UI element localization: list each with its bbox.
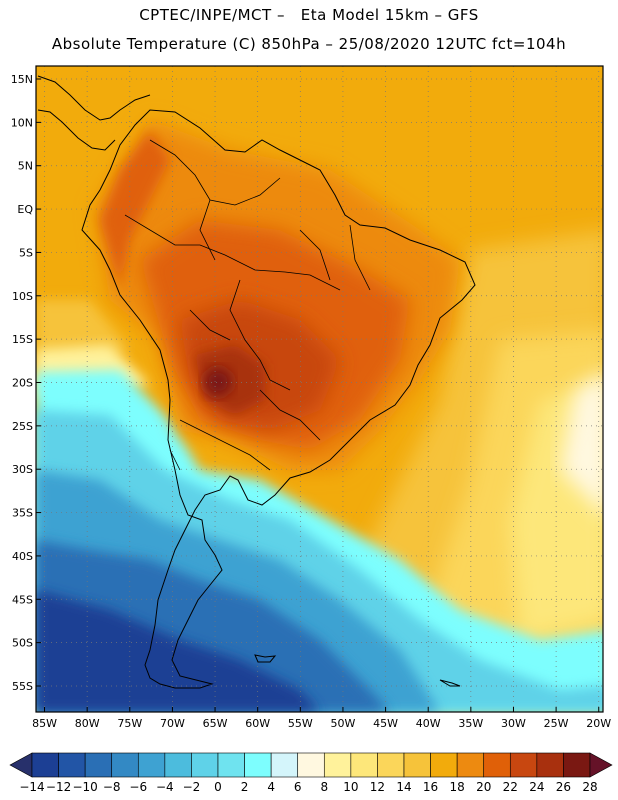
colorbar-label: 28: [582, 780, 597, 794]
lon-label: 75W: [117, 717, 142, 730]
lat-label: 45S: [12, 593, 33, 606]
colorbar-label: 20: [476, 780, 491, 794]
colorbar-swatch: [297, 752, 325, 778]
colorbar-label: 18: [450, 780, 465, 794]
colorbar-swatch: [164, 752, 192, 778]
colorbar-label: 12: [370, 780, 385, 794]
field-band-andes-22c: [100, 130, 170, 290]
colorbar-swatch: [323, 752, 352, 778]
colorbar-swatch: [58, 752, 86, 778]
south-america-coastline: [81, 109, 476, 689]
colorbar-label: 4: [267, 780, 275, 794]
lat-label: 30S: [12, 463, 33, 476]
colorbar-label: −2: [183, 780, 201, 794]
falkland-islands: [254, 654, 277, 663]
lat-label: 35S: [12, 507, 33, 520]
lon-label: 60W: [245, 717, 270, 730]
colorbar-arrow-high: [589, 752, 613, 778]
colorbar-swatch: [31, 752, 59, 778]
colorbar-arrow-low: [9, 752, 33, 778]
lon-label: 85W: [32, 717, 57, 730]
lat-label: 15N: [11, 73, 33, 86]
colorbar-swatch: [270, 752, 299, 778]
lat-label: 20S: [12, 376, 33, 389]
lon-label: 40W: [416, 717, 441, 730]
colorbar-label: −4: [156, 780, 174, 794]
lon-label: 45W: [373, 717, 398, 730]
colorbar-swatch: [244, 752, 272, 778]
lon-label: 65W: [203, 717, 228, 730]
colorbar-label: 22: [503, 780, 518, 794]
lat-label: EQ: [17, 203, 33, 216]
colorbar-label: 0: [214, 780, 222, 794]
central-america-coastline: [37, 75, 151, 151]
longitude-axis: 85W 80W 75W 70W 65W 60W 55W 50W 45W 40W 35W 30W 25W 2…: [32, 707, 611, 730]
lat-label: 55S: [12, 680, 33, 693]
colorbar-label: −6: [129, 780, 147, 794]
field-band-28c: [204, 368, 232, 396]
field-band-8c: [560, 374, 603, 513]
country-borders: [124, 139, 371, 471]
colorbar-swatch: [350, 752, 378, 778]
lat-label: 5N: [18, 160, 33, 173]
colorbar-label: 2: [241, 780, 249, 794]
colorbar-label: 26: [556, 780, 571, 794]
colorbar-label: 8: [320, 780, 328, 794]
colorbar-swatch: [111, 752, 139, 778]
colorbar-label: −8: [103, 780, 121, 794]
lon-label: 50W: [331, 717, 356, 730]
lon-label: 35W: [458, 717, 483, 730]
colorbar-swatch: [84, 752, 113, 778]
colorbar-label: −14: [19, 780, 44, 794]
latitude-axis: 15N 10N 5N EQ 5S 10S 15S 20S 25S 30S 35S 40S 45S 50S 5…: [11, 73, 41, 693]
colorbar-swatch: [430, 752, 458, 778]
colorbar-swatch: [536, 752, 564, 778]
colorbar-swatch: [403, 752, 431, 778]
colorbar-swatch: [137, 752, 166, 778]
colorbar-swatch: [509, 752, 538, 778]
lon-label: 55W: [288, 717, 313, 730]
colorbar-swatch: [377, 752, 405, 778]
colorbar-swatch: [456, 752, 485, 778]
lon-label: 20W: [586, 717, 611, 730]
colorbar-swatch: [191, 752, 219, 778]
lon-label: 30W: [501, 717, 526, 730]
lat-label: 10N: [11, 116, 33, 129]
colorbar-swatch: [217, 752, 245, 778]
colorbar-label: 24: [529, 780, 544, 794]
temperature-field: [36, 66, 603, 712]
lon-label: 70W: [160, 717, 185, 730]
south-georgia: [439, 679, 461, 687]
colorbar-label: 10: [343, 780, 358, 794]
map-frame: [35, 65, 604, 713]
coastlines: [37, 75, 476, 689]
lat-label: 40S: [12, 550, 33, 563]
lat-label: 50S: [12, 637, 33, 650]
colorbar: −14 −12 −10 −8 −6 −4 −2 0 2 4 6 8 10 12 14 16 18 20 22 24 26…: [9, 752, 613, 794]
chart-title-line2: Absolute Temperature (C) 850hPa – 25/08/…: [51, 35, 567, 53]
lat-label: 25S: [12, 420, 33, 433]
lon-label: 25W: [544, 717, 569, 730]
chart-title-line1: CPTEC/INPE/MCT – Eta Model 15km – GFS: [139, 6, 479, 24]
colorbar-label: −10: [72, 780, 97, 794]
field-band-minus12c: [36, 590, 320, 712]
lat-label: 10S: [12, 290, 33, 303]
colorbar-label: 14: [396, 780, 411, 794]
lat-label: 5S: [19, 246, 33, 259]
colorbar-label: −12: [46, 780, 71, 794]
colorbar-swatch: [483, 752, 511, 778]
colorbar-label: 6: [294, 780, 302, 794]
lon-label: 80W: [75, 717, 100, 730]
lat-label: 15S: [12, 333, 33, 346]
colorbar-swatch: [563, 752, 591, 778]
colorbar-label: 16: [423, 780, 438, 794]
